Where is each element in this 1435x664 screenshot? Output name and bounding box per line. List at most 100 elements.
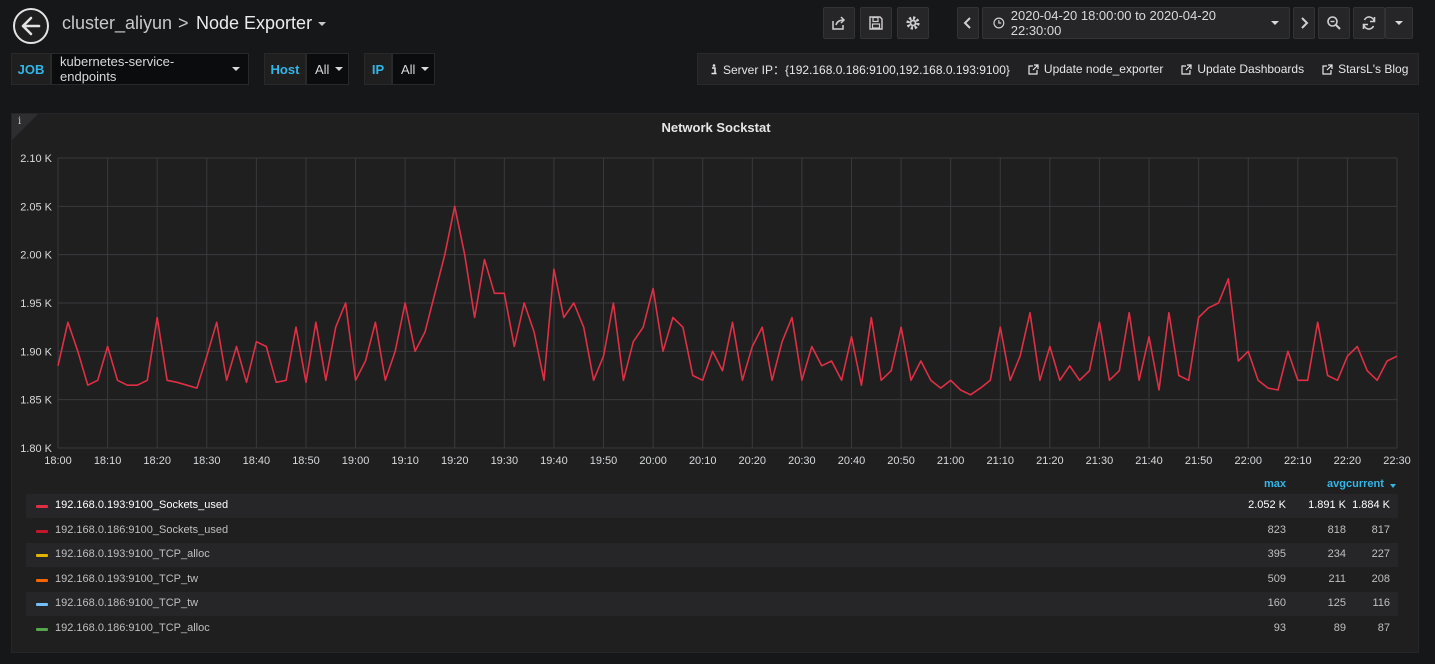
legend-value-current: 227 xyxy=(1371,548,1390,561)
variable-label-host: Host xyxy=(264,53,306,85)
dashboard-links: Server IP：{192.168.0.186:9100,192.168.0.… xyxy=(697,53,1419,85)
settings-button[interactable] xyxy=(897,7,929,39)
clock-icon xyxy=(993,17,1005,29)
legend-series-name[interactable]: 192.168.0.186:9100_Sockets_used xyxy=(55,523,229,536)
panel-title[interactable]: Network Sockstat xyxy=(661,120,771,135)
breadcrumb-folder[interactable]: cluster_aliyun xyxy=(62,13,173,33)
legend-row[interactable]: 192.168.0.186:9100_TCP_tw 160 125 116 xyxy=(26,592,1398,617)
legend-series-name[interactable]: 192.168.0.186:9100_TCP_alloc xyxy=(55,622,210,634)
series-color-swatch[interactable] xyxy=(36,578,48,582)
dashboard-title[interactable]: Node Exporter xyxy=(196,13,313,33)
sockstat-graph[interactable]: 1.80 K 1.85 K 1.90 K 1.95 K 2.00 K 2.05 K 2.10… xyxy=(12,114,1420,474)
time-range-picker[interactable]: 2020-04-20 18:00:00 to 2020-04-20 22:30:… xyxy=(982,7,1290,39)
panel-info-corner[interactable] xyxy=(12,114,38,140)
zoom-out-button[interactable] xyxy=(1318,7,1350,39)
x-tick-label: 21:50 xyxy=(1185,455,1213,467)
info-icon xyxy=(711,63,717,74)
legend-series-name[interactable]: 192.168.0.186:9100_TCP_tw xyxy=(55,597,199,610)
y-tick-label: 1.80 K xyxy=(20,443,52,455)
top-navbar: cluster_aliyun > Node Exporter xyxy=(0,0,1435,48)
y-tick-label: 1.95 K xyxy=(20,298,52,310)
y-tick-label: 2.00 K xyxy=(20,250,52,262)
legend-header-max[interactable]: max xyxy=(1263,478,1286,490)
series-line-sockets-used xyxy=(57,205,1398,396)
variable-select-job[interactable]: kubernetes-service-endpoints xyxy=(51,53,249,85)
panel-info-icon[interactable]: i xyxy=(18,116,22,127)
caret-down-icon xyxy=(335,67,344,71)
time-shift-forward-button[interactable] xyxy=(1293,7,1315,39)
save-button[interactable] xyxy=(860,7,892,39)
legend-row[interactable]: 192.168.0.193:9100_TCP_tw 509 211 208 xyxy=(26,568,1398,592)
update-node-exporter-link[interactable]: Update node_exporter xyxy=(1028,62,1163,76)
network-sockstat-panel: i Network Sockstat 1.80 K 1.85 K 1.90 K 1.9… xyxy=(11,113,1419,653)
chevron-left-icon xyxy=(963,17,971,29)
variable-value-ip: All xyxy=(401,61,416,77)
gear-icon xyxy=(906,16,920,30)
variable-value-job: kubernetes-service-endpoints xyxy=(60,54,175,84)
legend-row[interactable]: 192.168.0.193:9100_Sockets_used 2.052 K 1.… xyxy=(26,494,1398,518)
variable-label-job: JOB xyxy=(11,53,51,85)
variable-label-ip: IP xyxy=(364,53,392,85)
legend-series-name[interactable]: 192.168.0.193:9100_Sockets_used xyxy=(55,499,229,511)
x-tick-label: 22:20 xyxy=(1334,455,1362,467)
zoom-out-icon xyxy=(1327,16,1341,30)
external-link-icon xyxy=(1322,63,1333,75)
x-tick-label: 19:10 xyxy=(391,455,419,467)
time-shift-back-button[interactable] xyxy=(957,7,979,39)
series-color-swatch[interactable] xyxy=(36,505,48,508)
refresh-interval-button[interactable] xyxy=(1385,7,1413,39)
legend-header-current-label: current xyxy=(1346,478,1384,490)
legend-value-avg: 234 xyxy=(1327,548,1346,561)
share-button[interactable] xyxy=(823,7,855,39)
caret-down-icon xyxy=(1395,21,1403,25)
legend-row[interactable]: 192.168.0.186:9100_TCP_alloc 93 89 87 xyxy=(26,617,1398,641)
x-tick-label: 21:00 xyxy=(937,455,965,467)
legend-value-avg: 125 xyxy=(1327,597,1346,610)
series-color-swatch[interactable] xyxy=(36,628,48,631)
x-tick-label: 19:40 xyxy=(540,455,568,467)
legend-value-max: 93 xyxy=(1273,622,1286,634)
legend-header-current[interactable]: current xyxy=(1346,478,1390,494)
x-tick-label: 18:50 xyxy=(292,455,320,467)
caret-down-icon xyxy=(232,67,240,71)
breadcrumb-separator: > xyxy=(178,13,189,33)
x-tick-label: 20:00 xyxy=(639,455,667,467)
refresh-button[interactable] xyxy=(1353,7,1385,39)
x-tick-label: 21:20 xyxy=(1036,455,1064,467)
update-node-exporter-label: Update node_exporter xyxy=(1043,62,1164,76)
y-tick-label: 1.90 K xyxy=(20,346,52,358)
legend-value-avg: 818 xyxy=(1327,523,1346,536)
refresh-icon xyxy=(1362,16,1376,30)
x-tick-label: 18:00 xyxy=(44,455,72,467)
blog-link[interactable]: StarsL's Blog xyxy=(1322,62,1408,76)
legend-row[interactable]: 192.168.0.186:9100_Sockets_used 823 818 817 xyxy=(26,519,1398,543)
variable-select-ip[interactable]: All xyxy=(392,53,435,85)
update-dashboards-label: Update Dashboards xyxy=(1197,62,1305,76)
variable-select-host[interactable]: All xyxy=(306,53,349,85)
legend-value-current: 116 xyxy=(1372,597,1390,610)
x-tick-label: 19:00 xyxy=(342,455,370,467)
series-color-swatch[interactable] xyxy=(36,554,48,558)
update-dashboards-link[interactable]: Update Dashboards xyxy=(1181,62,1304,76)
chevron-right-icon xyxy=(1301,17,1309,29)
legend-value-current: 87 xyxy=(1377,622,1390,634)
x-tick-label: 18:40 xyxy=(243,455,271,467)
series-color-swatch[interactable] xyxy=(36,603,48,607)
x-tick-label: 20:10 xyxy=(689,455,717,467)
save-icon xyxy=(869,16,883,30)
x-tick-label: 21:30 xyxy=(1086,455,1114,467)
back-button[interactable] xyxy=(13,8,49,44)
x-tick-label: 18:10 xyxy=(94,455,122,467)
series-color-swatch[interactable] xyxy=(36,529,48,533)
blog-label: StarsL's Blog xyxy=(1338,62,1409,76)
x-tick-label: 22:30 xyxy=(1383,455,1411,467)
legend-header-avg[interactable]: avg xyxy=(1327,478,1346,490)
legend-series-name[interactable]: 192.168.0.193:9100_TCP_tw xyxy=(55,572,199,585)
server-ip-link[interactable]: Server IP：{192.168.0.186:9100,192.168.0.… xyxy=(710,61,1010,78)
chevron-down-icon[interactable] xyxy=(318,22,326,26)
x-tick-label: 22:10 xyxy=(1284,455,1312,467)
legend-row[interactable]: 192.168.0.193:9100_TCP_alloc 395 234 227 xyxy=(26,543,1398,568)
legend-series-name[interactable]: 192.168.0.193:9100_TCP_alloc xyxy=(55,548,210,561)
legend-value-avg: 211 xyxy=(1328,572,1346,585)
legend-value-current: 817 xyxy=(1371,523,1390,536)
